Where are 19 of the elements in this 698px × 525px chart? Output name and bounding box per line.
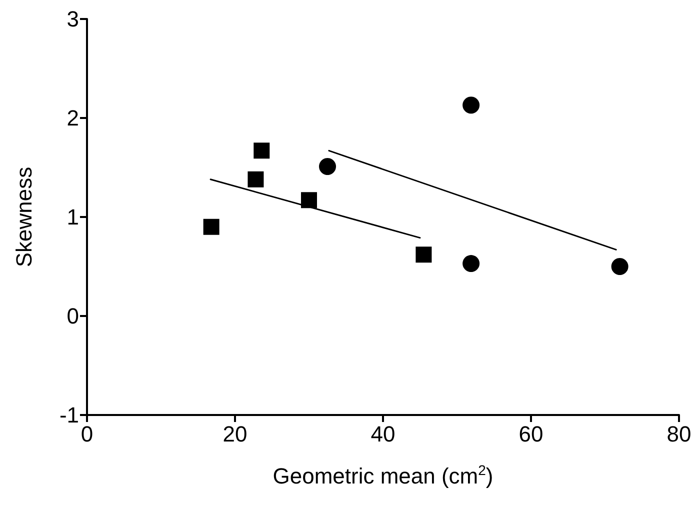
x-tick-label: 80 — [666, 422, 692, 446]
y-tick-label: 1 — [66, 204, 79, 230]
point — [462, 255, 480, 272]
y-tick-label: -1 — [59, 402, 79, 428]
y-axis-title: Skewness — [12, 166, 36, 268]
x-tick-label: 40 — [370, 422, 396, 446]
point — [254, 142, 270, 159]
point — [301, 192, 317, 208]
point — [611, 258, 628, 275]
point — [462, 96, 480, 114]
y-tick-label: 3 — [66, 6, 79, 32]
point — [416, 246, 432, 263]
x-tick-label: 20 — [222, 422, 248, 446]
y-tick-label: 0 — [66, 304, 79, 328]
point — [319, 158, 336, 176]
point — [203, 218, 220, 235]
x-tick-label: 60 — [518, 422, 544, 446]
point — [248, 171, 264, 188]
y-tick-label: 2 — [66, 106, 79, 130]
